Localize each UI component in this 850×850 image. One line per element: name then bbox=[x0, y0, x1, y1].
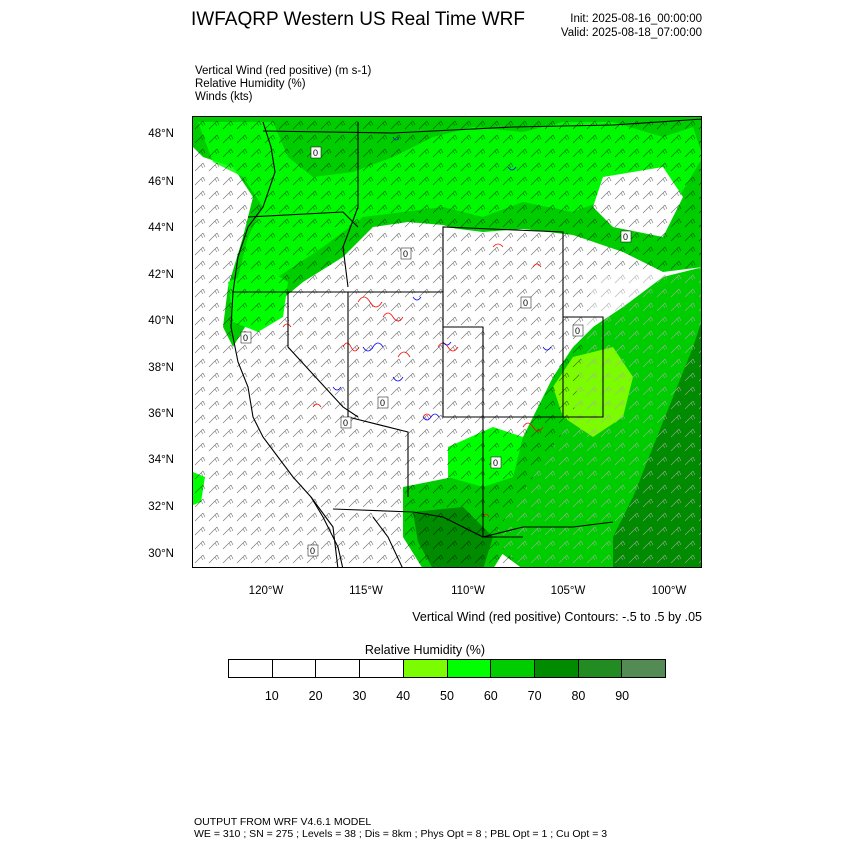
colorbar-cell bbox=[534, 660, 579, 677]
svg-text:0: 0 bbox=[310, 546, 315, 556]
contour-labels: 0 0 0 0 0 0 0 0 0 0 bbox=[240, 146, 632, 557]
colorbar-tick-label: 50 bbox=[440, 689, 454, 703]
contour-label-9: 0 bbox=[620, 230, 632, 243]
contour-label-8: 0 bbox=[307, 544, 319, 557]
contour-label-6: 0 bbox=[340, 416, 352, 429]
footer-config: WE = 310 ; SN = 275 ; Levels = 38 ; Dis … bbox=[194, 828, 608, 840]
colorbar-title: Relative Humidity (%) bbox=[364, 643, 486, 657]
lat-label-44n: 44°N bbox=[148, 222, 174, 234]
colorbar-cell bbox=[360, 660, 404, 677]
colorbar-tick-label: 40 bbox=[396, 689, 411, 703]
colorbar-cell bbox=[578, 660, 623, 677]
field-label-winds: Winds (kts) bbox=[195, 91, 253, 103]
contour-label-1: 0 bbox=[310, 146, 322, 159]
downdraft-contour bbox=[332, 136, 552, 421]
colorbar-cell bbox=[491, 660, 535, 677]
lat-label-42n: 42°N bbox=[148, 269, 174, 281]
baja-coast bbox=[310, 496, 344, 567]
lat-label-48n: 48°N bbox=[148, 128, 174, 140]
colorbar-tick-label: 10 bbox=[264, 689, 279, 703]
colorbar-cell bbox=[229, 660, 273, 677]
svg-text:0: 0 bbox=[623, 232, 628, 242]
weather-map: 0 0 0 0 0 0 0 0 0 0 bbox=[192, 116, 702, 568]
contour-label-7: 0 bbox=[490, 456, 502, 469]
contour-note: Vertical Wind (red positive) Contours: -… bbox=[412, 610, 702, 624]
canada-border bbox=[262, 118, 701, 134]
init-time: Init: 2025-08-16_00:00:00 bbox=[570, 13, 702, 25]
svg-text:0: 0 bbox=[523, 298, 528, 308]
map-canvas: 0 0 0 0 0 0 0 0 0 0 bbox=[193, 117, 701, 567]
svg-text:0: 0 bbox=[380, 398, 385, 408]
lat-label-40n: 40°N bbox=[148, 315, 174, 327]
colorbar-tick-label: 60 bbox=[483, 689, 498, 703]
svg-text:0: 0 bbox=[313, 148, 318, 158]
valid-time: Valid: 2025-08-18_07:00:00 bbox=[560, 27, 702, 39]
boundaries bbox=[230, 118, 701, 567]
lat-label-30n: 30°N bbox=[148, 548, 174, 560]
svg-text:0: 0 bbox=[343, 418, 348, 428]
colorbar-cell bbox=[316, 660, 361, 677]
lon-label-110w: 110°W bbox=[451, 585, 485, 597]
colorbar-tick-label: 70 bbox=[527, 689, 542, 703]
lat-label-38n: 38°N bbox=[148, 362, 174, 374]
colorbar-cell bbox=[622, 660, 666, 677]
lon-label-115w: 115°W bbox=[349, 585, 383, 597]
footer-model: OUTPUT FROM WRF V4.6.1 MODEL bbox=[194, 816, 372, 828]
svg-text:0: 0 bbox=[493, 458, 498, 468]
vertical-wind-contours bbox=[282, 136, 552, 518]
lon-label-105w: 105°W bbox=[550, 585, 586, 597]
colorbar-tick-label: 90 bbox=[615, 689, 630, 703]
colorbar-tick-label: 80 bbox=[571, 689, 586, 703]
colorbar-cell bbox=[403, 660, 448, 677]
colorbar-tick-label: 20 bbox=[308, 689, 323, 703]
colorbar bbox=[228, 659, 666, 678]
contour-label-4: 0 bbox=[240, 331, 252, 344]
contour-label-3: 0 bbox=[520, 296, 532, 309]
svg-text:0: 0 bbox=[403, 249, 408, 259]
colorbar-cell bbox=[447, 660, 492, 677]
updraft-contour bbox=[282, 243, 544, 518]
colorbar-tick-label: 30 bbox=[352, 689, 367, 703]
lon-label-100w: 100°W bbox=[651, 585, 687, 597]
contour-label-5: 0 bbox=[377, 396, 389, 409]
field-label-relative-humidity: Relative Humidity (%) bbox=[195, 78, 306, 90]
map-title: IWFAQRP Western US Real Time WRF bbox=[191, 9, 525, 30]
svg-text:0: 0 bbox=[243, 333, 248, 343]
contour-label-10: 0 bbox=[572, 324, 584, 337]
contour-label-2: 0 bbox=[400, 247, 412, 260]
mexico-border bbox=[332, 508, 614, 538]
colorbar-cell bbox=[272, 660, 317, 677]
svg-text:0: 0 bbox=[575, 326, 580, 336]
oregon-north-border bbox=[247, 211, 359, 228]
coastline bbox=[230, 121, 339, 567]
idaho-border bbox=[342, 122, 359, 288]
lat-label-32n: 32°N bbox=[148, 501, 174, 513]
lat-label-34n: 34°N bbox=[148, 454, 174, 466]
gulf-california bbox=[372, 516, 403, 567]
lon-label-120w: 120°W bbox=[248, 585, 284, 597]
field-label-vertical-wind: Vertical Wind (red positive) (m s-1) bbox=[195, 65, 372, 77]
lat-label-36n: 36°N bbox=[148, 408, 174, 420]
lat-label-46n: 46°N bbox=[148, 176, 174, 188]
